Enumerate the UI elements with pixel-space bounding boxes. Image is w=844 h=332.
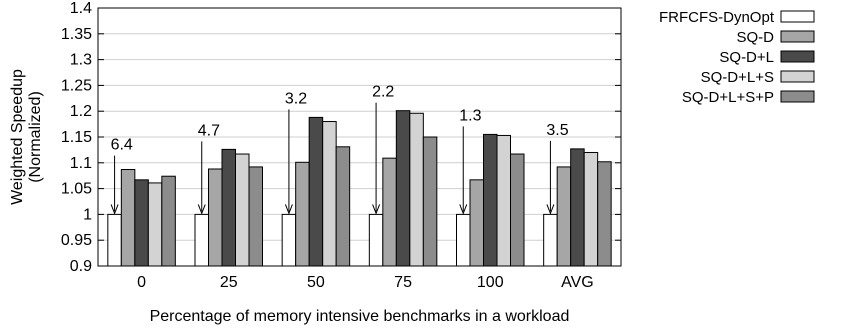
legend-label: SQ-D bbox=[737, 29, 775, 46]
bars bbox=[107, 110, 612, 267]
x-tick-label: AVG bbox=[561, 274, 594, 291]
bar-frfcfs-dynopt-100 bbox=[456, 213, 471, 267]
bar-sq-d-l-s-0 bbox=[147, 182, 163, 267]
bar-sq-d-100 bbox=[469, 179, 484, 267]
bar-sq-d-l-75 bbox=[395, 110, 411, 267]
legend-label: SQ-D+L+S+P bbox=[682, 89, 774, 106]
annotation-arrowhead bbox=[459, 204, 468, 215]
annotation-label: 6.4 bbox=[111, 137, 133, 154]
annotation-label: 1.3 bbox=[459, 107, 481, 124]
bar-frfcfs-dynopt-75 bbox=[368, 213, 384, 267]
bar-sq-d-l-s-p-75 bbox=[422, 136, 438, 267]
y-tick-label: 1.35 bbox=[61, 26, 92, 43]
gridlines bbox=[98, 33, 621, 241]
annotation-arrowhead bbox=[110, 204, 119, 215]
legend-label: SQ-D+L+S bbox=[701, 69, 774, 86]
x-tick-label: 50 bbox=[307, 274, 325, 291]
x-tick-label: 75 bbox=[394, 274, 412, 291]
annotation-label: 3.5 bbox=[546, 122, 568, 139]
bar-sq-d-l-s-p-0 bbox=[161, 175, 176, 267]
bar-frfcfs-dynopt-50 bbox=[281, 213, 297, 267]
annotation-arrowhead bbox=[372, 204, 381, 215]
bar-sq-d-l-s-50 bbox=[322, 121, 337, 267]
y-tick-label: 1.3 bbox=[70, 52, 92, 69]
bar-sq-d-l-100 bbox=[483, 133, 498, 267]
bar-sq-d-l-s-p-100 bbox=[510, 153, 525, 267]
legend-swatch bbox=[780, 30, 815, 43]
bar-sq-d-0 bbox=[120, 169, 136, 267]
bar-sq-d-l-0 bbox=[134, 179, 149, 267]
bar-frfcfs-dynopt-0 bbox=[107, 213, 122, 267]
legend: FRFCFS-DynOpt SQ-D SQ-D+L SQ-D+L+S SQ-D+L+S+… bbox=[659, 9, 815, 106]
legend-swatch bbox=[780, 70, 815, 83]
bar-sq-d-l-s-avg bbox=[583, 151, 599, 267]
y-axis-label-line-1: Weighted Speedup bbox=[9, 69, 26, 205]
legend-label: FRFCFS-DynOpt bbox=[659, 9, 775, 26]
bar-sq-d-l-s-100 bbox=[496, 134, 511, 267]
y-tick-label: 1.1 bbox=[70, 155, 92, 172]
annotation-arrowhead bbox=[284, 204, 293, 215]
bar-sq-d-avg bbox=[556, 166, 572, 267]
bar-sq-d-75 bbox=[382, 157, 397, 267]
annotation-arrowhead bbox=[546, 204, 555, 215]
y-tick-label: 1.05 bbox=[61, 181, 92, 198]
y-tick-labels: 0.9 0.95 1 1.05 1.1 1.15 1.2 1.25 1.3 1.35 1.4 bbox=[61, 0, 621, 275]
annotation-label: 4.7 bbox=[198, 122, 220, 139]
y-tick-label: 0.9 bbox=[70, 258, 92, 275]
bar-sq-d-25 bbox=[208, 168, 223, 267]
y-tick-label: 1.2 bbox=[70, 103, 92, 120]
bar-sq-d-l-s-25 bbox=[235, 153, 250, 267]
annotations: 6.4 4.7 3.2 2.2 1.3 3.5 bbox=[110, 84, 569, 215]
annotation-label: 3.2 bbox=[285, 90, 307, 107]
bar-sq-d-l-s-p-avg bbox=[597, 161, 612, 267]
bar-frfcfs-dynopt-avg bbox=[543, 213, 558, 267]
y-tick-label: 0.95 bbox=[61, 232, 92, 249]
x-axis-label: Percentage of memory intensive benchmark… bbox=[150, 308, 570, 325]
bar-sq-d-l-avg bbox=[570, 148, 585, 267]
x-tick-label: 100 bbox=[477, 274, 504, 291]
bar-sq-d-l-25 bbox=[221, 148, 236, 267]
bar-sq-d-50 bbox=[295, 161, 310, 267]
legend-swatch bbox=[780, 50, 815, 63]
y-tick-label: 1 bbox=[83, 206, 92, 223]
x-tick-label: 25 bbox=[220, 274, 238, 291]
bar-frfcfs-dynopt-25 bbox=[194, 213, 209, 267]
x-tick-labels: 0 25 50 75 100 AVG bbox=[137, 274, 594, 291]
bar-sq-d-l-s-p-50 bbox=[335, 146, 351, 267]
bar-sq-d-l-s-p-25 bbox=[248, 166, 263, 267]
y-tick-label: 1.4 bbox=[70, 0, 92, 17]
x-tick-label: 0 bbox=[137, 274, 146, 291]
y-tick-label: 1.25 bbox=[61, 77, 92, 94]
y-tick-label: 1.15 bbox=[61, 129, 92, 146]
legend-label: SQ-D+L bbox=[719, 49, 774, 66]
annotation-label: 2.2 bbox=[372, 84, 394, 101]
y-axis-label-line-2: (Normalized) bbox=[27, 91, 44, 183]
bar-sq-d-l-s-75 bbox=[409, 112, 424, 267]
annotation-arrowhead bbox=[197, 204, 206, 215]
legend-swatch bbox=[780, 10, 815, 23]
bar-sq-d-l-50 bbox=[308, 116, 324, 267]
legend-swatch bbox=[780, 90, 815, 103]
